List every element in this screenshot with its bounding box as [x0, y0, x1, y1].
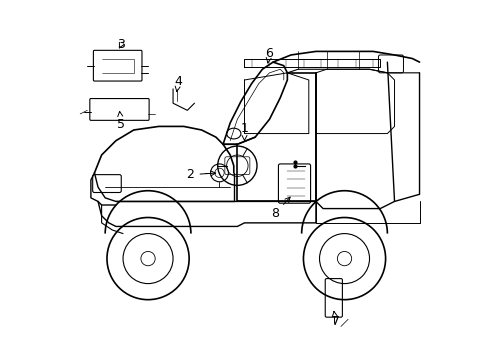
Text: 3: 3 — [117, 38, 125, 51]
Text: 1: 1 — [240, 122, 248, 141]
Text: 2: 2 — [186, 168, 215, 181]
Text: 5: 5 — [117, 112, 125, 131]
Text: 8: 8 — [270, 197, 289, 220]
Text: 4: 4 — [174, 75, 182, 91]
Text: 7: 7 — [331, 311, 339, 328]
Text: 6: 6 — [265, 47, 273, 63]
